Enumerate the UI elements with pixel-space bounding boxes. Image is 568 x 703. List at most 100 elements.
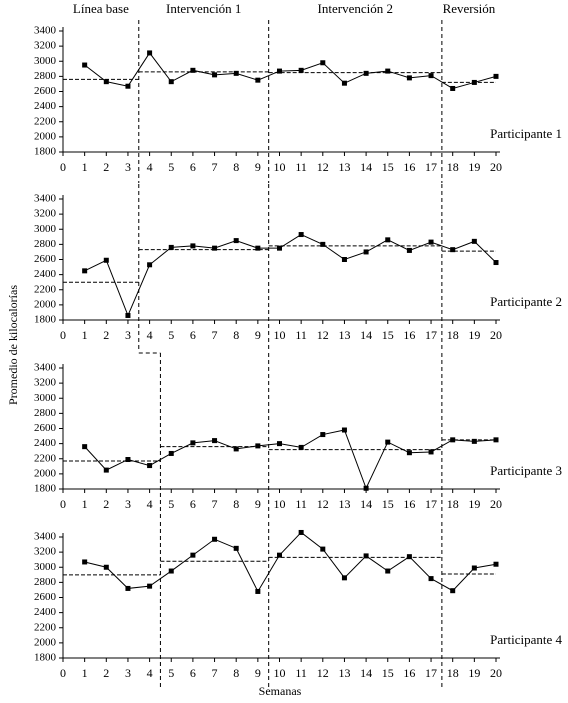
data-point xyxy=(190,440,196,446)
x-tick-label: 12 xyxy=(317,328,329,342)
y-tick-label: 3400 xyxy=(34,362,57,374)
x-tick-label: 17 xyxy=(425,160,437,174)
phase-label: Reversión xyxy=(443,1,496,16)
data-point xyxy=(277,552,282,558)
x-tick-label: 7 xyxy=(212,666,218,680)
data-point xyxy=(428,239,434,245)
x-tick-label: 3 xyxy=(125,666,131,680)
data-point xyxy=(255,245,261,251)
data-point xyxy=(341,575,347,581)
y-tick-label: 2000 xyxy=(34,298,57,310)
data-point xyxy=(212,438,218,444)
x-tick-label: 9 xyxy=(255,497,261,511)
data-point xyxy=(255,443,261,449)
data-line xyxy=(84,52,497,90)
data-point xyxy=(363,553,369,559)
x-tick-label: 7 xyxy=(212,160,218,174)
data-point xyxy=(147,463,153,469)
x-tick-label: 2 xyxy=(103,328,109,342)
x-tick-label: 15 xyxy=(382,160,394,174)
y-tick-label: 3000 xyxy=(34,223,57,235)
data-point xyxy=(233,238,239,244)
x-tick-label: 6 xyxy=(190,497,196,511)
x-tick-label: 12 xyxy=(317,497,329,511)
data-point xyxy=(212,72,218,78)
x-tick-label: 0 xyxy=(60,666,66,680)
data-point xyxy=(471,438,477,444)
x-tick-label: 18 xyxy=(447,497,459,511)
data-point xyxy=(190,243,196,249)
x-tick-label: 4 xyxy=(147,666,153,680)
x-tick-label: 4 xyxy=(147,160,153,174)
x-tick-label: 17 xyxy=(425,497,437,511)
x-tick-label: 7 xyxy=(212,328,218,342)
x-tick-label: 15 xyxy=(382,497,394,511)
x-tick-label: 2 xyxy=(103,160,109,174)
x-tick-label: 4 xyxy=(147,328,153,342)
x-tick-label: 6 xyxy=(190,666,196,680)
x-tick-label: 5 xyxy=(168,497,174,511)
y-tick-label: 1800 xyxy=(34,483,57,495)
y-tick-label: 2400 xyxy=(34,437,57,449)
data-point xyxy=(428,449,434,455)
data-point xyxy=(363,70,369,76)
x-tick-label: 14 xyxy=(360,160,372,174)
y-tick-label: 2800 xyxy=(34,576,57,588)
y-tick-label: 3000 xyxy=(34,561,57,573)
data-point xyxy=(406,247,412,253)
data-point xyxy=(125,312,131,318)
x-tick-label: 1 xyxy=(82,328,88,342)
data-point xyxy=(103,564,109,570)
data-point xyxy=(298,67,304,73)
x-tick-label: 11 xyxy=(295,666,307,680)
y-tick-label: 3200 xyxy=(34,377,57,389)
x-tick-label: 8 xyxy=(233,328,239,342)
x-tick-label: 13 xyxy=(338,497,350,511)
y-tick-label: 2400 xyxy=(34,606,57,618)
x-tick-label: 3 xyxy=(125,497,131,511)
data-point xyxy=(493,437,499,443)
y-tick-label: 2000 xyxy=(34,467,57,479)
x-tick-label: 17 xyxy=(425,328,437,342)
data-point xyxy=(320,432,326,438)
data-point xyxy=(428,73,434,79)
data-point xyxy=(103,79,109,85)
data-point xyxy=(298,529,304,535)
x-tick-label: 13 xyxy=(338,160,350,174)
x-tick-label: 6 xyxy=(190,160,196,174)
data-point xyxy=(233,70,239,76)
data-point xyxy=(385,237,391,243)
y-tick-label: 2200 xyxy=(34,452,57,464)
y-tick-label: 3200 xyxy=(34,208,57,220)
x-tick-label: 14 xyxy=(360,666,372,680)
x-tick-label: 16 xyxy=(403,328,415,342)
x-tick-label: 13 xyxy=(338,328,350,342)
x-tick-label: 14 xyxy=(360,328,372,342)
y-tick-label: 3000 xyxy=(34,392,57,404)
x-tick-label: 1 xyxy=(82,666,88,680)
data-point xyxy=(493,260,499,266)
data-point xyxy=(82,559,88,565)
y-tick-label: 2600 xyxy=(34,253,57,265)
y-tick-label: 2800 xyxy=(34,407,57,419)
y-tick-label: 1800 xyxy=(34,146,57,158)
y-tick-label: 3400 xyxy=(34,25,57,37)
data-point xyxy=(471,79,477,85)
data-point xyxy=(450,588,456,594)
x-tick-label: 9 xyxy=(255,328,261,342)
y-tick-label: 2200 xyxy=(34,115,57,127)
y-tick-label: 3000 xyxy=(34,55,57,67)
phase-label: Línea base xyxy=(73,1,129,16)
data-point xyxy=(212,245,218,251)
x-tick-label: 15 xyxy=(382,666,394,680)
y-tick-label: 2600 xyxy=(34,422,57,434)
data-point xyxy=(255,77,261,83)
data-point xyxy=(450,85,456,91)
x-tick-label: 10 xyxy=(274,160,286,174)
x-tick-label: 13 xyxy=(338,666,350,680)
x-tick-label: 19 xyxy=(468,328,480,342)
data-point xyxy=(320,60,326,66)
x-tick-label: 5 xyxy=(168,666,174,680)
data-point xyxy=(233,545,239,551)
